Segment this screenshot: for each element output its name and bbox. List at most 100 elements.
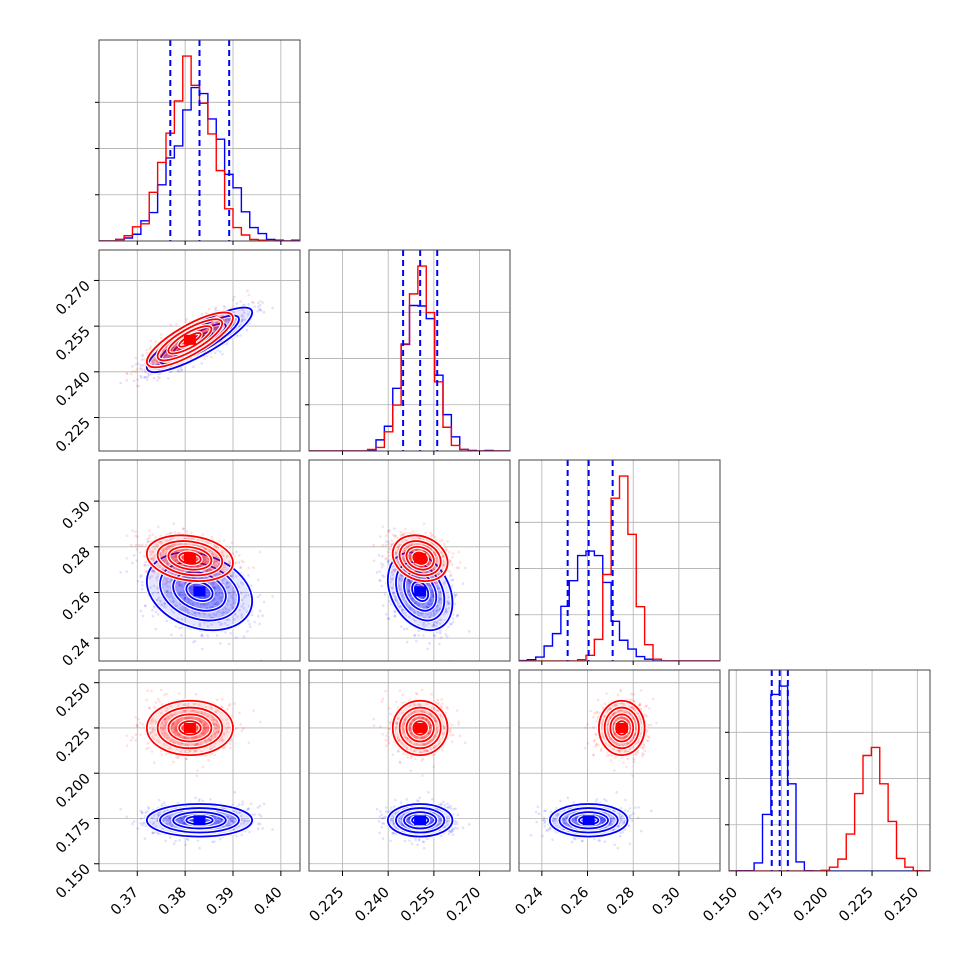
scatter-point [395, 600, 399, 603]
scatter-point [170, 355, 173, 358]
scatter-point [177, 348, 180, 351]
scatter-point [165, 547, 169, 550]
scatter-point [182, 821, 186, 825]
scatter-point [171, 597, 174, 600]
scatter-point [429, 559, 432, 563]
contour-line [156, 318, 224, 362]
scatter-point [214, 587, 217, 590]
scatter-point [413, 610, 416, 613]
scatter-point [141, 354, 144, 358]
scatter-point [398, 543, 402, 547]
scatter-point [407, 589, 411, 592]
scatter-point [165, 559, 168, 563]
scatter-point [163, 568, 166, 572]
scatter-point [174, 550, 178, 554]
scatter-point [202, 557, 206, 561]
scatter-point [218, 350, 222, 353]
scatter-point [145, 351, 148, 355]
scatter-point [430, 613, 433, 617]
scatter-point [382, 563, 385, 567]
scatter-point [258, 593, 262, 597]
scatter-point [148, 536, 151, 540]
scatter-point [151, 592, 154, 595]
scatter-point [134, 356, 138, 360]
scatter-point [119, 381, 122, 385]
density-peak [414, 553, 427, 564]
scatter-point [140, 580, 144, 584]
scatter-point [220, 550, 223, 554]
scatter-point [202, 354, 206, 358]
scatter-point [153, 358, 157, 361]
scatter-point [451, 552, 455, 555]
scatter-point [225, 586, 229, 589]
scatter-point [398, 578, 401, 582]
scatter-point [214, 572, 218, 576]
scatter-point [174, 543, 177, 547]
scatter-point [408, 581, 411, 585]
scatter-point [215, 326, 218, 329]
scatter-point [219, 611, 223, 615]
scatter-point [138, 551, 142, 554]
scatter-point [446, 600, 449, 604]
scatter-point [186, 608, 189, 612]
scatter-point [179, 365, 183, 368]
scatter-point [416, 612, 420, 615]
scatter-point [271, 828, 274, 831]
scatter-point [151, 358, 154, 361]
scatter-point [136, 579, 140, 583]
scatter-point [246, 619, 250, 623]
scatter-point [252, 566, 255, 569]
scatter-point [229, 603, 233, 607]
scatter-point [378, 578, 381, 582]
scatter-point [259, 309, 263, 312]
scatter-point [256, 614, 260, 618]
scatter-point [219, 819, 223, 823]
scatter-point [168, 366, 172, 370]
scatter-point [239, 566, 242, 570]
scatter-point [248, 625, 252, 629]
histogram-series-1 [99, 55, 300, 241]
scatter-point [227, 591, 230, 595]
scatter-point [233, 791, 237, 794]
scatter-point [425, 605, 428, 608]
scatter-point [271, 595, 274, 598]
scatter-point [154, 824, 158, 828]
scatter-point [390, 578, 394, 582]
scatter-point [407, 589, 410, 593]
scatter-point [246, 289, 249, 293]
scatter-point [172, 522, 176, 525]
scatter-point [215, 321, 219, 325]
scatter-point [199, 603, 203, 606]
scatter-point [430, 599, 434, 602]
scatter-point [134, 543, 138, 547]
scatter-point [225, 319, 228, 322]
scatter-point [144, 543, 148, 547]
scatter-point [240, 313, 244, 317]
scatter-point [149, 345, 153, 349]
scatter-point [258, 609, 262, 613]
scatter-point [200, 633, 204, 636]
scatter-point [209, 568, 213, 571]
scatter-point [449, 574, 452, 578]
scatter-point [151, 557, 154, 561]
scatter-point [192, 537, 196, 541]
scatter-point [227, 618, 231, 622]
scatter-point [214, 613, 218, 617]
scatter-point [434, 610, 438, 614]
scatter-point [183, 597, 186, 600]
scatter-point [165, 594, 169, 597]
scatter-point [165, 547, 168, 551]
scatter-point [240, 613, 244, 616]
scatter-point [435, 605, 439, 609]
scatter-point [393, 570, 396, 573]
scatter-point [235, 834, 238, 838]
scatter-point [180, 634, 183, 637]
scatter-point [442, 543, 446, 546]
scatter-point [172, 544, 175, 547]
scatter-point [170, 594, 173, 598]
scatter-point [378, 570, 382, 573]
scatter-point [455, 566, 459, 569]
scatter-point [213, 585, 217, 589]
scatter-point [240, 615, 244, 618]
scatter-point [420, 565, 423, 569]
